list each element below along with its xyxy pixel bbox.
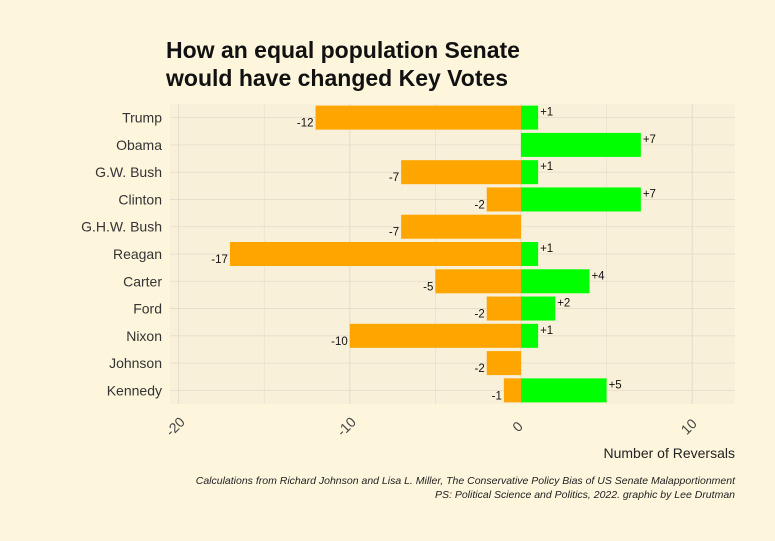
bar-positive-ford — [520, 296, 556, 321]
x-tick-label: 0 — [509, 418, 526, 435]
data-label: +7 — [643, 134, 656, 146]
y-tick-label: Johnson — [109, 355, 162, 371]
data-label: -5 — [423, 281, 433, 293]
y-tick-label: Trump — [122, 110, 162, 126]
bar-negative-kennedy — [503, 378, 521, 403]
data-label: +2 — [557, 298, 570, 310]
data-label: -2 — [475, 363, 485, 375]
data-label: +5 — [609, 379, 622, 391]
data-label: -17 — [211, 254, 228, 266]
data-label: +1 — [540, 107, 553, 119]
bar-negative-g-w-bush — [401, 160, 521, 185]
data-label: -1 — [492, 390, 502, 402]
bar-negative-reagan — [229, 242, 521, 266]
y-tick-label: Clinton — [118, 191, 162, 207]
source-caption: Calculations from Richard Johnson and Li… — [196, 474, 735, 502]
data-label: -7 — [389, 227, 399, 239]
chart-title-line-1: How an equal population Senate — [166, 37, 520, 63]
y-tick-label: Reagan — [113, 246, 162, 262]
bar-positive-clinton — [520, 187, 641, 212]
bar-negative-trump — [315, 105, 521, 130]
y-tick-label: G.W. Bush — [95, 164, 162, 180]
y-tick-label: G.H.W. Bush — [81, 219, 162, 235]
x-tick-label: -20 — [162, 414, 188, 440]
bar-negative-nixon — [349, 323, 521, 348]
data-label: -2 — [475, 199, 485, 211]
bar-negative-clinton — [486, 187, 521, 212]
data-label: -10 — [331, 336, 348, 348]
bar-negative-carter — [435, 269, 521, 294]
data-label: +1 — [540, 243, 553, 255]
caption-line-1: Calculations from Richard Johnson and Li… — [195, 475, 735, 487]
chart-title-line-2: would have changed Key Votes — [166, 65, 509, 91]
data-label: -2 — [475, 309, 485, 321]
data-label: +4 — [591, 270, 605, 282]
x-tick-label: -10 — [333, 414, 359, 440]
y-tick-label: Obama — [116, 137, 162, 153]
bar-negative-g-h-w-bush — [401, 214, 521, 239]
y-tick-label: Kennedy — [107, 382, 162, 398]
data-label: +7 — [643, 188, 656, 200]
bar-positive-trump — [520, 105, 539, 130]
data-label: +1 — [540, 325, 553, 337]
chart-title: How an equal population Senate would hav… — [166, 36, 686, 92]
data-label: -7 — [389, 172, 399, 184]
bar-negative-ford — [486, 296, 521, 321]
bar-positive-g-w-bush — [520, 160, 539, 185]
bar-positive-obama — [520, 132, 641, 157]
data-label: -12 — [297, 118, 314, 130]
bar-positive-reagan — [520, 242, 539, 266]
y-tick-label: Carter — [123, 273, 162, 289]
x-tick-label: 10 — [677, 415, 699, 437]
y-tick-label: Ford — [133, 301, 162, 317]
data-label: +1 — [540, 161, 553, 173]
caption-line-2: PS: Political Science and Politics, 2022… — [435, 489, 735, 501]
bar-positive-nixon — [520, 323, 539, 348]
bar-positive-carter — [520, 269, 590, 294]
x-axis-label: Number of Reversals — [603, 445, 736, 461]
bar-negative-johnson — [486, 351, 521, 376]
bar-positive-kennedy — [520, 378, 607, 403]
y-tick-label: Nixon — [126, 328, 162, 344]
